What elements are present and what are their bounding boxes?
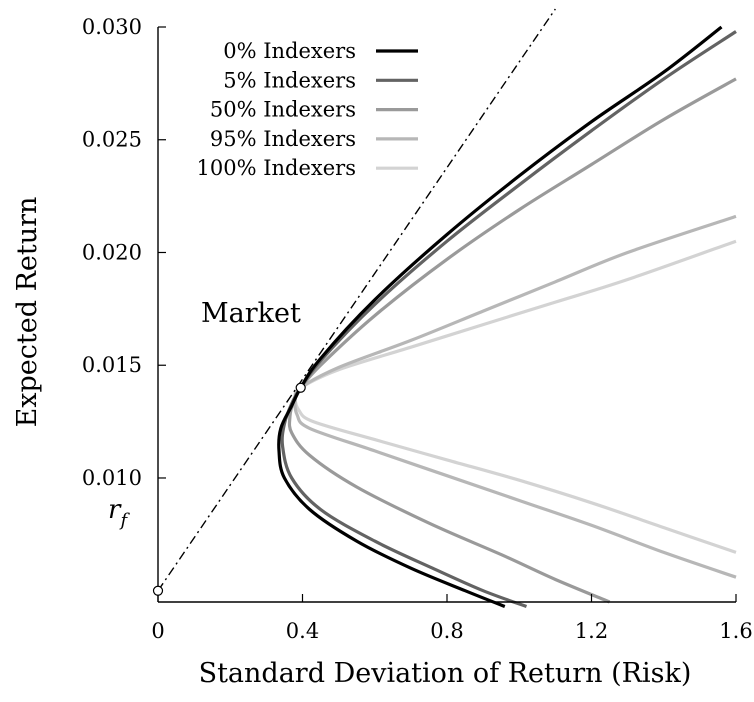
risk-free-point-marker [152, 585, 164, 596]
risk-free-rate-subscript: f [118, 510, 130, 531]
y-tick-label-4: 0.010 [82, 466, 142, 490]
legend-label-0: 0% Indexers [223, 39, 356, 63]
y-tick-label-0: 0.030 [82, 15, 142, 39]
capital-market-line [157, 8, 556, 592]
series-line-0 [277, 25, 723, 608]
legend-label-1: 5% Indexers [223, 68, 356, 92]
legend-label-2: 50% Indexers [210, 98, 356, 122]
x-tick-label-4: 1.6 [719, 619, 752, 643]
x-tick-label-1: 0.4 [286, 619, 319, 643]
x-tick-label-0: 0 [151, 619, 164, 643]
y-tick-label-1: 0.025 [82, 128, 142, 152]
y-tick-label-2: 0.020 [82, 240, 142, 264]
frontier-curves [277, 25, 737, 609]
x-axis-title: Standard Deviation of Return (Risk) [199, 658, 692, 689]
market-label: Market [201, 298, 301, 329]
series-line-4 [293, 239, 737, 554]
risk-free-rate-label: rf [108, 495, 130, 531]
legend-label-4: 100% Indexers [197, 156, 357, 180]
x-tick-label-2: 0.8 [430, 619, 463, 643]
y-tick-label-3: 0.015 [82, 353, 142, 377]
legend-label-3: 95% Indexers [210, 127, 356, 151]
risk-free-rate-symbol: r [108, 495, 122, 525]
tick-labels: 0.030 0.025 0.020 0.015 0.010 0 0.4 0.8 1.2 1.6 [82, 15, 753, 643]
market-point-marker [295, 382, 306, 393]
series-line-3 [293, 214, 737, 579]
y-axis-title: Expected Return [12, 197, 43, 428]
legend: 0% Indexers 5% Indexers 50% Indexers 95% In… [197, 39, 418, 180]
series-line-2 [287, 77, 737, 604]
point-markers [152, 382, 306, 596]
x-tick-label-3: 1.2 [575, 619, 608, 643]
